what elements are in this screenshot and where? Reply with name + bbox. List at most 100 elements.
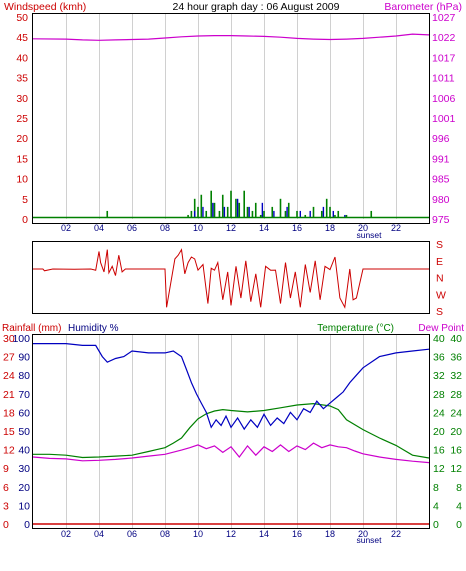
barometer-tick-labels: 975 980 985 991 996 1001 1006 1011 1017 1022 1027	[432, 12, 456, 226]
top-sunset-label: sunset	[356, 230, 382, 240]
top-x-tick-label: 16	[292, 223, 302, 233]
windspeed-tick-label: 20	[16, 133, 28, 145]
barometer-tick-label: 996	[432, 133, 450, 145]
temperature-tick-label: 24	[433, 407, 445, 419]
temperature-tick-label: 8	[433, 482, 439, 494]
direction-line	[33, 248, 429, 309]
bottom-panel-grid	[66, 335, 397, 528]
direction-label: W	[436, 289, 446, 301]
barometer-tick-label: 1011	[432, 73, 455, 85]
barometer-tick-label: 1027	[432, 12, 456, 24]
dewpoint-tick-label: 8	[456, 482, 462, 494]
windspeed-tick-label: 15	[16, 153, 28, 165]
temperature-tick-label: 0	[433, 519, 439, 531]
top-x-tick-label: 12	[226, 223, 236, 233]
top-x-tick-label: 22	[391, 223, 401, 233]
bottom-x-tick-label: 08	[160, 529, 170, 539]
bottom-x-tick-label: 18	[325, 529, 335, 539]
bottom-x-tick-labels: 02 04 06 08 10 12 14 16 18 20 22	[61, 529, 401, 539]
barometer-axis-title: Barometer (hPa)	[384, 1, 462, 13]
top-x-tick-label: 08	[160, 223, 170, 233]
top-x-tick-label: 18	[325, 223, 335, 233]
top-x-tick-label: 06	[127, 223, 137, 233]
bottom-sunset-label: sunset	[356, 535, 382, 545]
barometer-line	[32, 33, 430, 41]
dewpoint-tick-label: 12	[450, 463, 462, 475]
top-x-tick-label: 10	[193, 223, 203, 233]
top-x-tick-labels: 02 04 06 08 10 12 14 16 18 20 22	[61, 223, 401, 233]
rainfall-axis-title: Rainfall (mm)	[2, 323, 61, 334]
dewpoint-tick-label: 20	[450, 426, 462, 438]
windspeed-tick-label: 50	[16, 12, 28, 24]
dewpoint-axis-title: Dew Point	[418, 323, 464, 334]
rainfall-tick-labels: 0 3 6 9 12 15 18 21 24 27 30	[3, 333, 15, 531]
dewpoint-line	[32, 442, 430, 464]
bottom-x-tick-label: 02	[61, 529, 71, 539]
humidity-line	[33, 343, 430, 431]
temperature-tick-label: 4	[433, 500, 439, 512]
windspeed-tick-label: 30	[16, 93, 28, 105]
dewpoint-tick-label: 32	[450, 370, 462, 382]
bottom-x-tick-label: 10	[193, 529, 203, 539]
barometer-tick-label: 1001	[432, 113, 456, 125]
rainfall-tick-label: 3	[3, 500, 9, 512]
temperature-tick-label: 40	[433, 333, 445, 345]
top-panel-grid	[66, 14, 397, 219]
humidity-axis-title: Humidity %	[68, 323, 119, 334]
rainfall-tick-label: 21	[3, 389, 15, 401]
barometer-tick-label: 991	[432, 153, 450, 165]
top-x-tick-label: 20	[358, 223, 368, 233]
humidity-tick-label: 0	[24, 519, 30, 531]
windspeed-tick-label: 0	[22, 214, 28, 226]
windspeed-tick-labels: 0 5 10 15 20 25 30 35 40 45 50	[16, 12, 28, 226]
top-x-tick-label: 04	[94, 223, 104, 233]
temperature-line	[33, 402, 430, 459]
windspeed-tick-label: 40	[16, 52, 28, 64]
windspeed-axis-title: Windspeed (kmh)	[4, 1, 86, 13]
windspeed-tick-label: 5	[22, 194, 28, 206]
dewpoint-tick-label: 28	[450, 389, 462, 401]
dewpoint-tick-label: 0	[456, 519, 462, 531]
dewpoint-tick-label: 24	[450, 407, 462, 419]
temperature-tick-label: 36	[433, 352, 445, 364]
humidity-tick-label: 80	[18, 370, 30, 382]
rainfall-tick-label: 0	[3, 519, 9, 531]
windspeed-tick-label: 10	[16, 174, 28, 186]
dewpoint-tick-label: 40	[450, 333, 462, 345]
bottom-x-tick-label: 12	[226, 529, 236, 539]
temperature-tick-label: 16	[433, 445, 445, 457]
direction-label: S	[436, 239, 443, 251]
bottom-x-tick-label: 20	[358, 529, 368, 539]
top-x-tick-label: 14	[259, 223, 269, 233]
humidity-tick-label: 60	[18, 407, 30, 419]
windspeed-tick-label: 45	[16, 32, 28, 44]
windspeed-tick-label: 25	[16, 113, 28, 125]
humidity-tick-label: 50	[18, 426, 30, 438]
rainfall-tick-label: 9	[3, 463, 9, 475]
dewpoint-tick-label: 16	[450, 445, 462, 457]
temperature-tick-label: 20	[433, 426, 445, 438]
top-x-tick-label: 02	[61, 223, 71, 233]
direction-label: E	[436, 256, 443, 268]
bottom-x-tick-label: 16	[292, 529, 302, 539]
rainfall-tick-label: 27	[3, 352, 15, 364]
chart-title: 24 hour graph day : 06 August 2009	[173, 1, 340, 13]
temperature-tick-labels: 0 4 8 12 16 20 24 28 32 36 40	[433, 333, 445, 531]
humidity-tick-label: 40	[18, 445, 30, 457]
barometer-tick-label: 1006	[432, 93, 456, 105]
direction-label: S	[436, 306, 443, 318]
windspeed-tick-label: 35	[16, 73, 28, 85]
rainfall-tick-label: 18	[3, 407, 15, 419]
bottom-x-tick-label: 22	[391, 529, 401, 539]
humidity-tick-label: 100	[12, 333, 30, 345]
rainfall-tick-label: 30	[3, 333, 15, 345]
temperature-tick-label: 12	[433, 463, 445, 475]
temperature-tick-label: 32	[433, 370, 445, 382]
humidity-tick-label: 70	[18, 389, 30, 401]
temperature-axis-title: Temperature (°C)	[317, 323, 394, 334]
humidity-tick-label: 20	[18, 482, 30, 494]
barometer-tick-label: 1022	[432, 32, 456, 44]
rainfall-tick-label: 12	[3, 445, 15, 457]
